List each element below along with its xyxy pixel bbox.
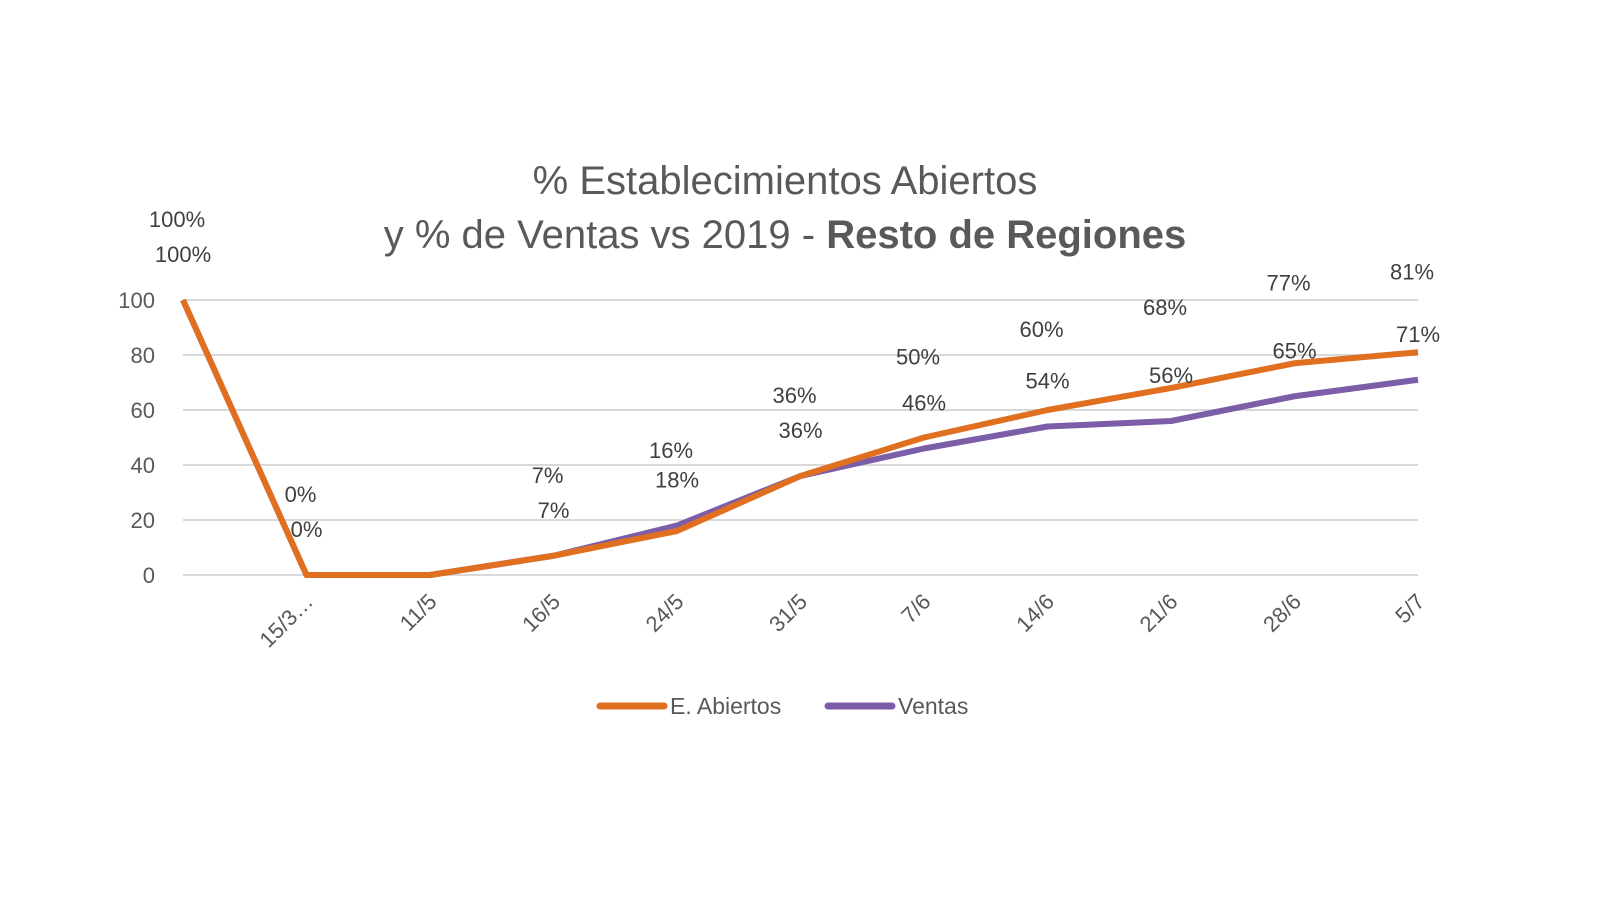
legend-label: E. Abiertos (670, 693, 781, 719)
x-tick-label: 28/6 (1258, 589, 1306, 637)
y-tick-label: 60 (131, 398, 155, 423)
data-label: 56% (1149, 363, 1193, 388)
data-label: 77% (1266, 270, 1310, 295)
data-label: 71% (1396, 322, 1440, 347)
chart-title-bold: Resto de Regiones (826, 213, 1186, 257)
series-line-e-abiertos (180, 298, 1419, 578)
x-tick-label: 7/6 (896, 589, 935, 628)
data-label: 7% (538, 498, 570, 523)
x-tick-label: 24/5 (641, 589, 689, 637)
data-label: 36% (778, 418, 822, 443)
x-tick-label: 31/5 (764, 589, 812, 637)
x-tick-label: 11/5 (395, 589, 442, 636)
data-label: 18% (655, 468, 699, 493)
data-label: 16% (649, 438, 693, 463)
data-label: 81% (1390, 259, 1434, 284)
data-label: 0% (285, 482, 317, 507)
y-tick-label: 20 (131, 508, 155, 533)
x-tick-label: 14/6 (1011, 589, 1059, 637)
data-label: 50% (896, 345, 940, 370)
data-label: 7% (532, 463, 564, 488)
chart-title-line1: % Establecimientos Abiertos (533, 159, 1038, 203)
data-label: 100% (155, 242, 211, 267)
x-tick-label: 5/7 (1390, 589, 1429, 628)
data-label: 65% (1272, 338, 1316, 363)
y-tick-label: 100 (118, 288, 155, 313)
y-tick-label: 0 (143, 563, 155, 588)
x-tick-label: 15/3… (255, 589, 319, 653)
data-label: 68% (1143, 295, 1187, 320)
data-label: 36% (772, 383, 816, 408)
data-label: 46% (902, 391, 946, 416)
data-label: 60% (1019, 317, 1063, 342)
chart-title-line2: y % de Ventas vs 2019 - Resto de Regione… (384, 213, 1187, 257)
chart-title-regular: y % de Ventas vs 2019 - (384, 213, 826, 257)
data-label: 0% (291, 517, 323, 542)
data-label: 54% (1025, 369, 1069, 394)
y-tick-label: 80 (131, 343, 155, 368)
data-label: 100% (149, 207, 205, 232)
legend-label: Ventas (898, 693, 968, 719)
x-tick-label: 16/5 (517, 589, 565, 637)
y-tick-label: 40 (131, 453, 155, 478)
x-tick-label: 21/6 (1135, 589, 1183, 637)
